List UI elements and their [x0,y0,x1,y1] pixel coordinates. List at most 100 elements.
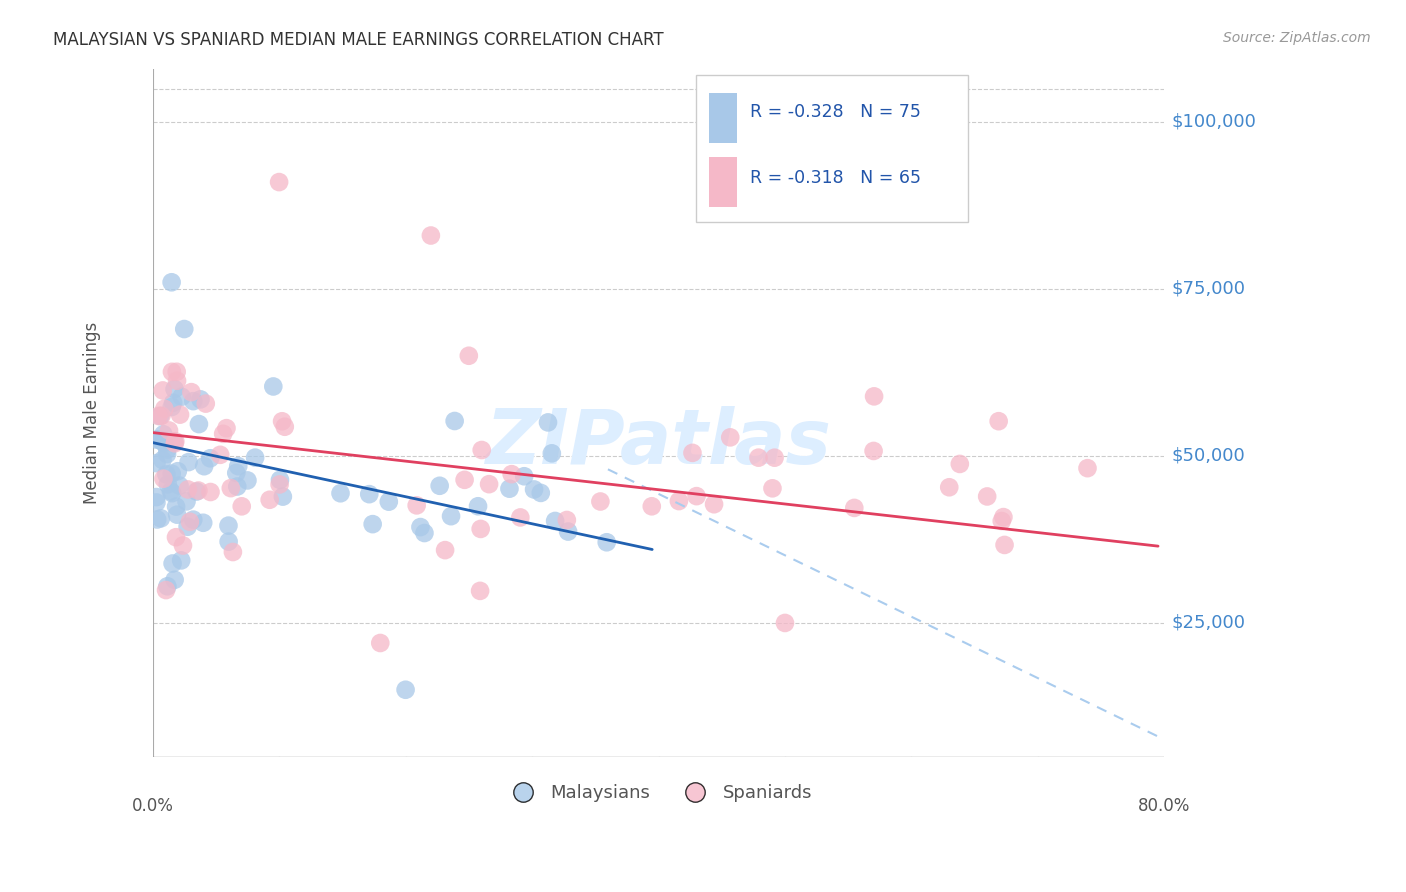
Point [166,365,188,379]
Point [146,512,169,526]
Point [478,477,501,491]
Point [215,421,238,435]
Point [457,349,479,363]
Point [156,447,179,461]
Point [747,450,769,465]
Point [152,427,174,442]
Point [271,490,294,504]
Point [149,409,172,423]
Point [155,467,177,482]
Point [156,442,179,457]
Point [236,474,259,488]
Point [413,526,436,541]
Point [862,444,884,458]
Point [540,446,562,460]
Point [169,478,191,492]
Point [976,490,998,504]
Point [262,379,284,393]
Text: 0.0%: 0.0% [132,797,173,814]
Point [163,436,186,450]
Point [157,424,180,438]
Point [544,514,567,528]
Point [471,442,494,457]
Point [145,433,167,447]
Point [163,573,186,587]
Point [176,494,198,508]
Point [152,453,174,467]
Point [193,516,215,530]
Point [440,509,463,524]
Point [513,469,536,483]
Point [150,409,173,423]
Point [405,499,427,513]
Point [162,557,184,571]
Point [181,513,204,527]
Point [163,382,186,396]
Point [844,500,866,515]
Point [177,455,200,469]
Point [703,497,725,511]
Point [163,435,186,450]
Point [269,175,291,189]
Point [166,464,188,478]
Point [773,615,796,630]
Point [160,400,183,414]
Point [589,494,612,508]
Point [145,456,167,470]
Point [987,414,1010,428]
Text: $50,000: $50,000 [1173,447,1246,465]
Point [156,477,179,491]
Point [181,394,204,409]
Point [193,459,215,474]
Point [173,322,195,336]
Point [160,365,183,379]
Point [761,481,783,495]
Point [259,492,281,507]
Point [187,483,209,498]
Point [949,457,972,471]
Text: Source: ZipAtlas.com: Source: ZipAtlas.com [1223,31,1371,45]
Point [162,396,184,410]
Text: MALAYSIAN VS SPANIARD MEDIAN MALE EARNINGS CORRELATION CHART: MALAYSIAN VS SPANIARD MEDIAN MALE EARNIN… [53,31,664,49]
Point [177,483,200,497]
Point [152,384,174,398]
Point [156,579,179,593]
Point [718,430,741,444]
FancyBboxPatch shape [696,75,969,222]
Bar [709,93,737,143]
Point [160,275,183,289]
Point [170,390,193,404]
Point [537,416,560,430]
Point [218,534,240,549]
Point [170,553,193,567]
Point [668,494,690,508]
Point [468,583,491,598]
Point [443,414,465,428]
Point [145,490,167,504]
Bar [709,157,737,208]
Point [429,479,451,493]
Point [509,510,531,524]
Point [863,389,886,403]
Point [172,539,194,553]
Point [470,522,492,536]
Point [269,473,291,487]
Point [145,495,167,509]
Point [467,500,489,514]
Point [169,408,191,422]
Text: 80.0%: 80.0% [1139,797,1191,814]
Point [530,486,553,500]
Point [179,515,201,529]
Point [152,434,174,449]
Point [149,433,172,447]
Point [359,487,381,501]
Point [165,434,187,449]
Point [555,513,578,527]
Point [498,482,520,496]
Point [394,682,416,697]
Point [409,520,432,534]
Text: R = -0.328   N = 75: R = -0.328 N = 75 [749,103,921,121]
Point [200,485,222,500]
Point [361,517,384,532]
Point [453,473,475,487]
